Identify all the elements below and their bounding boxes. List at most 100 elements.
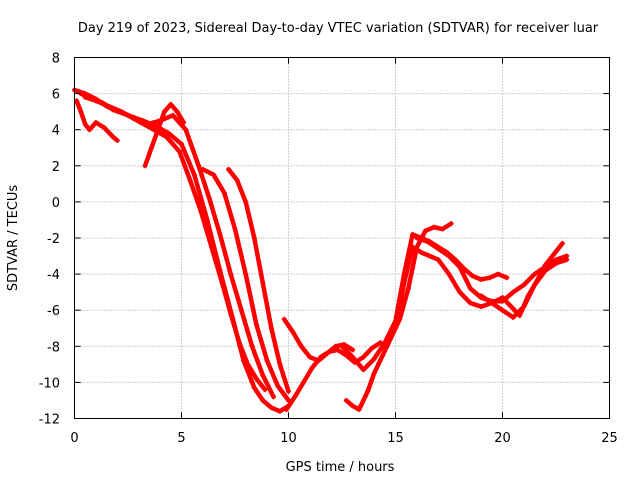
data-point	[208, 244, 214, 250]
data-point	[410, 231, 416, 237]
data-point	[470, 273, 476, 279]
data-point	[500, 307, 505, 313]
series-track-4	[200, 166, 291, 403]
data-point	[275, 383, 281, 389]
y-tick-label: -8	[47, 340, 60, 355]
data-point	[93, 98, 99, 104]
data-point	[232, 226, 238, 232]
data-point	[187, 177, 193, 183]
data-point	[467, 300, 473, 306]
data-point	[277, 361, 283, 367]
data-point	[268, 405, 274, 411]
data-point	[253, 376, 259, 382]
data-point	[283, 406, 289, 412]
data-point	[228, 311, 234, 317]
data-point	[307, 354, 313, 360]
data-point	[271, 394, 277, 400]
data-point	[106, 103, 112, 109]
data-point	[243, 271, 249, 277]
data-point	[245, 361, 251, 367]
data-point	[564, 257, 570, 263]
data-point	[249, 343, 255, 349]
data-point	[200, 166, 206, 172]
chart-title: Day 219 of 2023, Sidereal Day-to-day VTE…	[78, 21, 599, 36]
data-point	[350, 403, 356, 409]
data-point	[93, 119, 99, 125]
data-point	[219, 280, 225, 286]
data-point	[478, 293, 484, 299]
data-point	[510, 314, 516, 320]
data-point	[161, 109, 167, 115]
data-point	[435, 246, 441, 252]
data-point	[508, 304, 514, 310]
data-point	[253, 322, 259, 328]
data-point	[114, 138, 120, 144]
y-axis-label: SDTVAR / TECUs	[6, 185, 21, 292]
data-point	[268, 325, 274, 331]
data-point	[457, 289, 463, 295]
x-tick-label: 15	[387, 431, 404, 446]
y-tick-label: 4	[52, 124, 60, 139]
y-tick-label: 2	[52, 160, 60, 175]
data-point	[228, 271, 234, 277]
data-point	[170, 112, 176, 118]
data-point	[191, 172, 197, 178]
data-point	[478, 277, 484, 283]
data-point	[504, 275, 510, 281]
data-point	[264, 358, 270, 364]
series-track-14	[478, 257, 570, 320]
data-point	[110, 134, 116, 140]
data-point	[343, 397, 349, 403]
data-point	[166, 130, 172, 136]
y-tick-label: 6	[52, 88, 60, 103]
data-point	[495, 271, 501, 277]
data-point	[206, 195, 212, 201]
data-point	[226, 166, 232, 172]
data-point	[101, 125, 107, 131]
data-point	[168, 101, 174, 107]
data-point	[217, 231, 223, 237]
data-point	[350, 347, 356, 353]
data-point	[238, 307, 244, 313]
y-tick-label: -10	[39, 376, 60, 391]
data-point	[292, 394, 298, 400]
data-marks	[72, 87, 570, 414]
data-point	[196, 163, 202, 169]
data-point	[236, 340, 242, 346]
data-point	[286, 388, 291, 394]
data-point	[339, 343, 345, 349]
data-point	[393, 325, 398, 331]
data-point	[467, 286, 473, 292]
data-point	[427, 253, 433, 259]
data-point	[440, 226, 446, 232]
data-point	[333, 343, 339, 349]
x-tick-label: 20	[494, 431, 511, 446]
x-tick-label: 25	[601, 431, 618, 446]
grid	[74, 57, 610, 419]
series-track-12	[393, 240, 565, 331]
data-point	[300, 379, 306, 385]
data-point	[260, 397, 266, 403]
data-point	[335, 347, 341, 353]
data-point	[183, 127, 189, 133]
data-point	[198, 208, 204, 214]
data-point	[324, 351, 330, 357]
data-point	[260, 372, 266, 378]
data-point	[151, 127, 157, 133]
data-point	[251, 235, 257, 241]
data-point	[298, 343, 304, 349]
data-point	[119, 109, 125, 115]
series-trace	[393, 241, 565, 331]
data-point	[82, 121, 88, 127]
data-point	[431, 224, 437, 230]
x-axis-label: GPS time / hours	[286, 460, 395, 475]
data-point	[553, 260, 559, 266]
series-track-7	[142, 101, 187, 169]
data-point	[382, 340, 388, 346]
data-point	[500, 298, 505, 304]
data-point	[448, 221, 454, 227]
data-point	[401, 280, 407, 286]
series-trace	[226, 167, 291, 394]
data-point	[405, 286, 411, 292]
data-point	[164, 134, 170, 140]
